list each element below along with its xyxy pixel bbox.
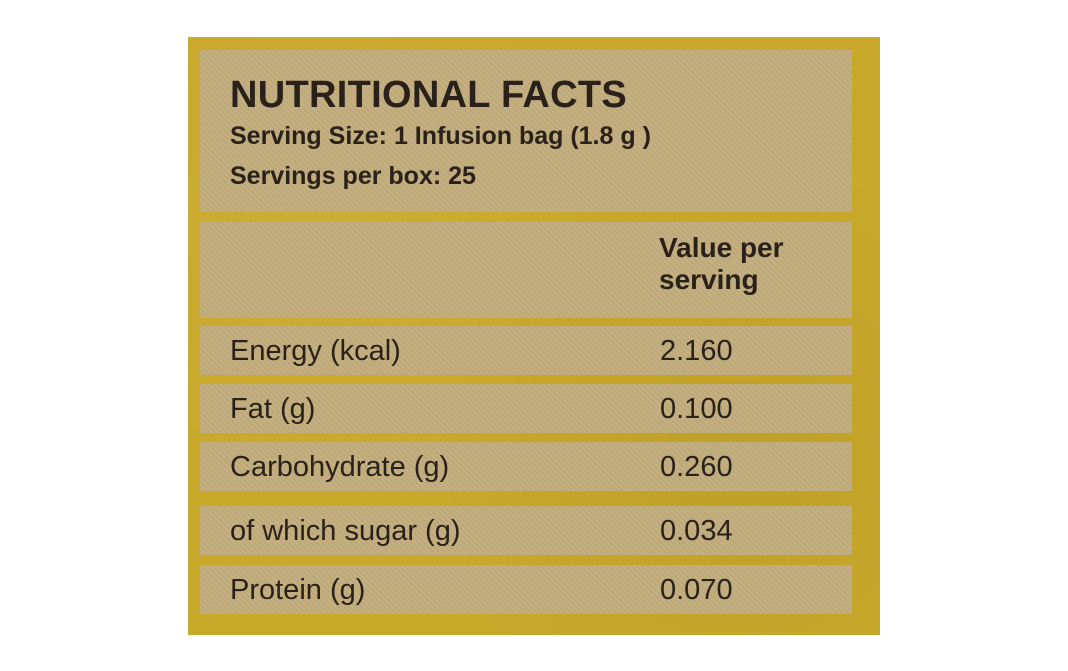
nutrient-value: 2.160: [660, 335, 733, 367]
column-header-row: Value per serving: [200, 222, 852, 318]
value-per-serving-header: Value per serving: [659, 232, 784, 295]
nutrition-title: NUTRITIONAL FACTS: [230, 74, 628, 116]
nutrient-name: Energy (kcal): [230, 335, 401, 367]
table-row: Fat (g) 0.100: [200, 384, 852, 433]
nutrient-value: 0.260: [660, 451, 733, 483]
nutrient-name: Protein (g): [230, 574, 366, 606]
nutrient-name: Fat (g): [230, 393, 316, 425]
nutrient-value: 0.070: [660, 574, 733, 606]
nutrient-name: Carbohydrate (g): [230, 451, 450, 483]
serving-size-text: Serving Size: 1 Infusion bag (1.8 g ): [230, 122, 651, 150]
table-row: Carbohydrate (g) 0.260: [200, 442, 852, 491]
nutrient-name: of which sugar (g): [230, 515, 461, 547]
table-row: Protein (g) 0.070: [200, 565, 852, 614]
nutrient-value: 0.100: [660, 393, 733, 425]
nutrient-value: 0.034: [660, 515, 733, 547]
servings-per-box-text: Servings per box: 25: [230, 162, 476, 190]
nutrition-header-box: NUTRITIONAL FACTS Serving Size: 1 Infusi…: [200, 50, 852, 212]
table-row: of which sugar (g) 0.034: [200, 506, 852, 555]
table-row: Energy (kcal) 2.160: [200, 326, 852, 375]
